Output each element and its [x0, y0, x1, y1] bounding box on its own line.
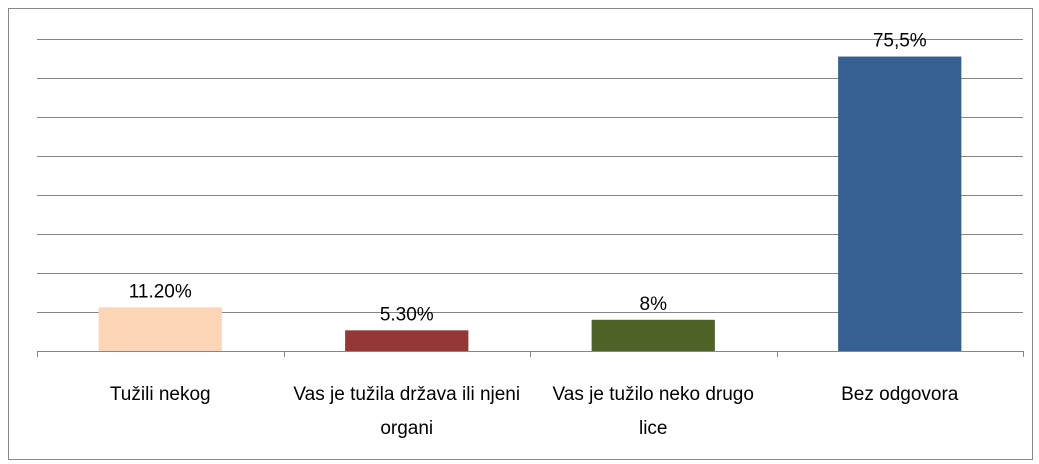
bar	[591, 319, 715, 351]
data-label: 11.20%	[129, 281, 192, 302]
data-label: 75,5%	[873, 31, 927, 52]
data-label: 5.30%	[380, 304, 434, 325]
x-tick-label: Bez odgovora	[841, 384, 959, 405]
x-tick-label: Tužili nekog	[109, 384, 211, 405]
bar	[98, 307, 222, 351]
x-tick-label: Vas je tužilo neko drugo lice	[552, 384, 754, 439]
bar	[838, 56, 962, 352]
data-label: 8%	[640, 294, 668, 315]
x-tick-label: Vas je tužila država ili njeni organi	[293, 384, 521, 439]
bar	[345, 330, 469, 351]
